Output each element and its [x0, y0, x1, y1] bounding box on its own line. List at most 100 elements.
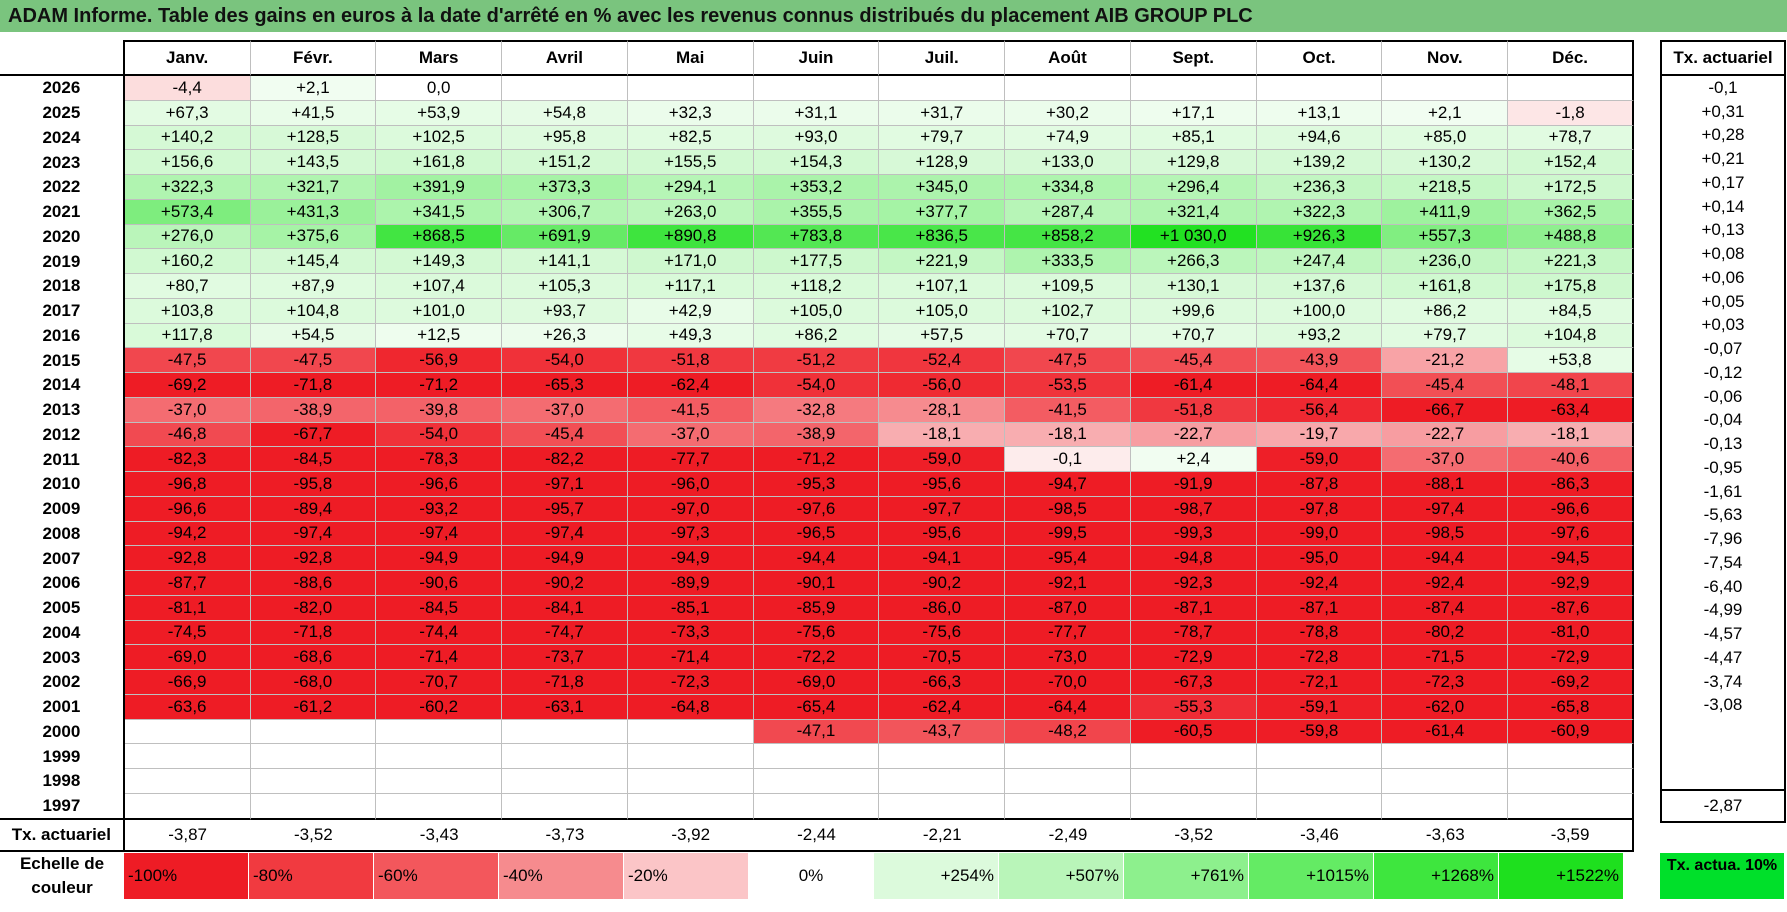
color-scale-swatch: -20% [624, 853, 748, 899]
gain-cell: +431,3 [250, 199, 377, 225]
gain-cell: -63,1 [502, 694, 628, 720]
gain-cell: +104,8 [1508, 323, 1634, 349]
month-header-11: Déc. [1508, 40, 1634, 76]
gain-cell: -38,9 [250, 397, 377, 423]
gain-cell: -84,1 [502, 595, 628, 621]
gain-cell: -95,8 [250, 472, 377, 497]
year-label: 2026 [0, 76, 125, 101]
gain-cell: +54,8 [502, 100, 628, 126]
gain-cell: +105,0 [753, 298, 880, 324]
gain-cell: +85,0 [1382, 125, 1509, 151]
gain-cell: -18,1 [1508, 422, 1634, 448]
gain-cell: -47,5 [250, 348, 377, 373]
year-label: 2004 [0, 620, 125, 646]
gain-cell: -52,4 [879, 348, 1006, 373]
actuarial-rate-cell [1660, 764, 1786, 791]
gain-cell: -60,2 [376, 694, 503, 720]
gain-cell: +31,7 [879, 100, 1006, 126]
gain-cell: +130,2 [1382, 150, 1509, 175]
actuarial-rate-cell: -7,54 [1660, 551, 1786, 575]
actuarial-rate-cell: -0,04 [1660, 408, 1786, 433]
gain-cell: +154,3 [753, 150, 880, 175]
gain-cell: +411,9 [1382, 199, 1509, 225]
gain-cell [250, 744, 377, 769]
gain-cell [502, 719, 628, 745]
table-row: 2001 -63,6 -61,2 -60,2 -63,1 -64,8 -65,4 -62,4-… [0, 694, 1634, 720]
gain-cell: -94,4 [1382, 546, 1509, 571]
gain-cell: +57,5 [879, 323, 1006, 349]
gain-cell: -92,1 [1005, 571, 1131, 596]
gain-cell: -97,4 [502, 521, 628, 547]
gain-cell [1130, 744, 1257, 769]
gain-cell: -98,7 [1130, 496, 1257, 522]
actuarial-rate-cell: -0,12 [1660, 361, 1786, 385]
gain-cell: -43,9 [1256, 348, 1383, 373]
gain-cell: -74,7 [502, 620, 628, 646]
gain-cell: -78,8 [1256, 620, 1383, 646]
gain-cell: -72,9 [1508, 645, 1634, 670]
gain-cell: -63,6 [124, 694, 251, 720]
gain-cell: -37,0 [124, 397, 251, 423]
gain-cell: -37,0 [1382, 447, 1509, 472]
actuarial-rate-cell [1660, 717, 1786, 741]
table-row: 2006 -87,7 -88,6 -90,6 -90,2 -89,9 -90,1 -90,2-… [0, 571, 1634, 596]
gain-cell: +80,7 [124, 274, 251, 299]
gain-cell: +70,7 [1130, 323, 1257, 349]
gain-cell [1382, 744, 1509, 769]
gain-cell: -71,8 [502, 670, 628, 695]
gain-cell [124, 744, 251, 769]
year-label: 2009 [0, 496, 125, 522]
gain-cell: -86,3 [1508, 472, 1634, 497]
actuarial-rate-cell: +0,21 [1660, 147, 1786, 171]
report-title: ADAM Informe. Table des gains en euros à… [0, 0, 1787, 32]
gain-cell: -73,3 [627, 620, 754, 646]
gain-cell [1005, 769, 1131, 794]
gain-cell [502, 76, 628, 101]
gain-cell: +117,8 [124, 323, 251, 349]
gain-cell: -38,9 [753, 422, 880, 448]
gain-cell: +172,5 [1508, 175, 1634, 200]
year-label: 2000 [0, 719, 125, 745]
actuarial-summary-cell: -3,43 [376, 820, 503, 852]
actuarial-rate-cell: -4,57 [1660, 622, 1786, 646]
gain-cell [753, 793, 880, 820]
gain-cell: +322,3 [124, 175, 251, 200]
gain-cell: -45,4 [502, 422, 628, 448]
year-label: 2016 [0, 323, 125, 349]
gain-cell: +557,3 [1382, 224, 1509, 250]
table-row: 1998 [0, 769, 1634, 794]
gain-cell: -62,0 [1382, 694, 1509, 720]
gain-cell: -69,2 [124, 373, 251, 398]
color-scale-swatch: +761% [1124, 853, 1248, 899]
gain-cell: -80,2 [1382, 620, 1509, 646]
gain-cell [1508, 793, 1634, 820]
gain-cell: -65,8 [1508, 694, 1634, 720]
actuarial-rate-cell: +0,17 [1660, 171, 1786, 195]
month-header-0: Janv. [124, 40, 251, 76]
table-row: 1999 [0, 744, 1634, 769]
gain-cell [1005, 744, 1131, 769]
gain-cell: -18,1 [879, 422, 1006, 448]
color-scale-swatch: +254% [874, 853, 998, 899]
gain-cell: -47,5 [1005, 348, 1131, 373]
gain-cell: -97,1 [502, 472, 628, 497]
gain-cell: 0,0 [376, 76, 503, 101]
table-row: 2010 -96,8 -95,8 -96,6 -97,1 -96,0 -95,3 -95,6-… [0, 472, 1634, 497]
gain-cell: +93,2 [1256, 323, 1383, 349]
gain-cell: -98,5 [1382, 521, 1509, 547]
gain-cell: -46,8 [124, 422, 251, 448]
gain-cell [1382, 76, 1509, 101]
month-header-6: Juil. [879, 40, 1006, 76]
year-label: 2005 [0, 595, 125, 621]
gain-cell: -77,7 [1005, 620, 1131, 646]
gain-cell: -74,5 [124, 620, 251, 646]
gain-cell: +143,5 [250, 150, 377, 175]
gain-cell: -71,5 [1382, 645, 1509, 670]
gain-cell: -48,2 [1005, 719, 1131, 745]
gain-cell: -70,7 [376, 670, 503, 695]
gain-cell: -67,3 [1130, 670, 1257, 695]
gain-cell: -90,2 [502, 571, 628, 596]
corner-cell [0, 40, 125, 76]
gain-cell [250, 793, 377, 820]
year-label: 2019 [0, 249, 125, 274]
